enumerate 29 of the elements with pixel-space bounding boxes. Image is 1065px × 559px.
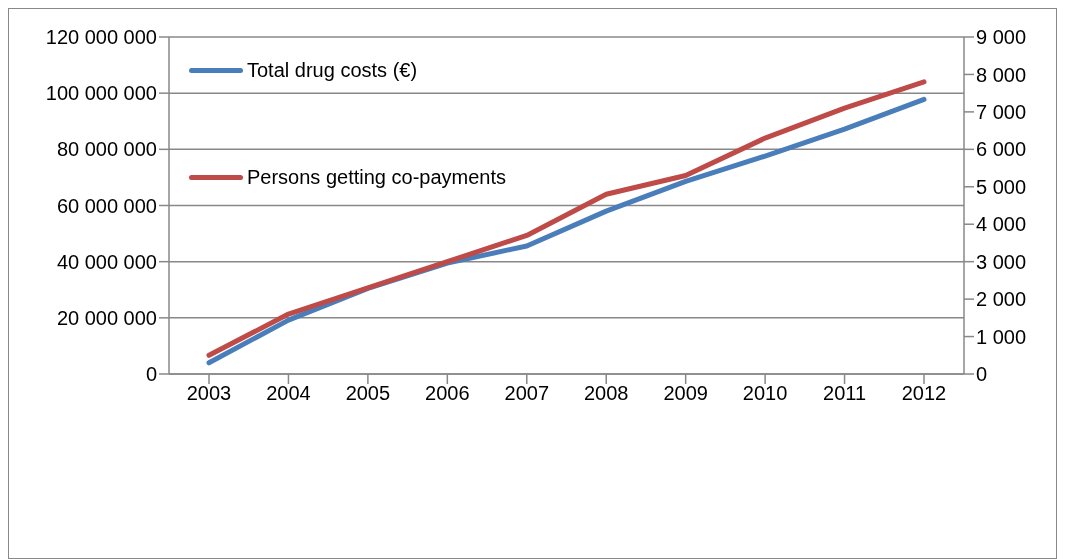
- x-tick-label: 2004: [266, 382, 311, 405]
- y2-tick-label: 5 000: [976, 175, 1027, 198]
- x-tick-label: 2008: [583, 382, 629, 405]
- x-tick-label: 2005: [345, 382, 391, 405]
- x-tick-label: 2011: [823, 382, 867, 405]
- y-tick-label: 20 000 000: [56, 306, 157, 329]
- y2-tick-label: 3 000: [976, 250, 1027, 273]
- y2-tick-label: 7 000: [976, 100, 1027, 123]
- legend-label: Persons getting co-payments: [247, 166, 507, 189]
- y2-tick-label: 9 000: [976, 26, 1027, 49]
- y-tick-label: 80 000 000: [56, 138, 157, 161]
- y2-tick-label: 0: [976, 363, 988, 386]
- y2-tick-label: 1 000: [976, 325, 1027, 348]
- y-tick-label: 120 000 000: [45, 26, 157, 49]
- y-tick-label: 0: [145, 363, 157, 386]
- x-tick-label: 2007: [504, 382, 550, 405]
- x-tick-label: 2003: [186, 382, 232, 405]
- y2-tick-label: 4 000: [976, 213, 1027, 236]
- y2-tick-label: 8 000: [976, 63, 1027, 86]
- y-tick-label: 40 000 000: [56, 250, 157, 273]
- x-tick-label: 2012: [901, 382, 947, 405]
- y-tick-label: 60 000 000: [56, 194, 157, 217]
- y-tick-label: 100 000 000: [45, 82, 157, 105]
- y2-tick-label: 2 000: [976, 288, 1027, 311]
- legend-label: Total drug costs (€): [247, 59, 418, 82]
- x-tick-label: 2010: [742, 382, 788, 405]
- x-tick-label: 2006: [425, 382, 470, 405]
- y2-tick-label: 6 000: [976, 138, 1027, 161]
- x-tick-label: 2009: [663, 382, 708, 405]
